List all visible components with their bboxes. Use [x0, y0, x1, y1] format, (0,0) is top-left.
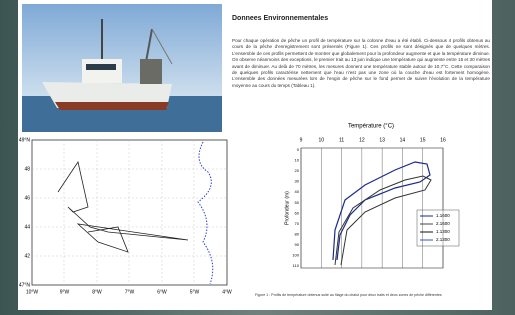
x-tick-label: 7°W: [125, 289, 135, 295]
y-tick-label: 100: [292, 253, 299, 258]
y-axis-label: Profondeur (m): [284, 191, 290, 225]
x-tick-label: 5°W: [190, 289, 200, 295]
y-tick-label: 49°N: [19, 137, 31, 143]
x-tick-label: 10°W: [26, 289, 39, 295]
y-tick-label: 70: [295, 221, 300, 226]
legend-label: 1.1300: [436, 229, 450, 234]
y-tick-label: 20: [295, 168, 300, 173]
y-tick-label: 46: [24, 195, 30, 201]
legend-label: 2.1300: [436, 237, 450, 242]
title: Donnees Environnementales: [232, 15, 328, 22]
y-tick-label: 44: [24, 224, 30, 230]
y-tick-label: 42: [24, 253, 30, 259]
slide: Donnees Environnementales Pour chaque op…: [0, 0, 515, 315]
y-tick-label: 90: [295, 242, 300, 247]
y-tick-label: 110: [293, 263, 300, 268]
y-tick-label: 50: [295, 200, 300, 205]
y-tick-label: 60: [295, 210, 300, 215]
x-tick-label: 14: [400, 137, 406, 143]
x-tick-label: 9°W: [60, 289, 70, 295]
y-tick-label: 0: [297, 147, 300, 152]
x-tick-label: 9: [300, 137, 303, 143]
y-tick-label: 10: [295, 158, 300, 163]
y-tick-label: 30: [295, 179, 300, 184]
caption: Figure 1 : Profils de température obtenu…: [255, 293, 490, 297]
y-tick-label: 48: [24, 166, 30, 172]
legend-label: 2.1600: [436, 221, 450, 226]
paragraph: Pour chaque opération de pêche un profil…: [232, 38, 490, 89]
x-tick-label: 11: [339, 137, 344, 143]
profile-title: Température (°C): [348, 124, 394, 130]
x-tick-label: 12: [359, 137, 365, 143]
x-tick-label: 16: [440, 137, 446, 143]
legend-label: 1.1600: [436, 213, 450, 218]
x-tick-label: 4°W: [222, 289, 232, 295]
x-tick-label: 13: [379, 137, 385, 143]
map: 49°N 48 46 44 42 47°N10°W 9°W 8°W 7°W 6°W 5°W 4°W: [18, 132, 233, 297]
y-tick-label: 80: [295, 231, 300, 236]
x-tick-label: 8°W: [92, 289, 102, 295]
boat-photo: [22, 4, 222, 132]
profile-chart: Température (°C) Profondeur (m) 9 10 11 12 1…: [255, 120, 490, 290]
x-tick-label: 6°W: [157, 289, 167, 295]
x-tick-label: 15: [420, 137, 426, 143]
y-tick-label: 40: [295, 189, 300, 194]
y-tick-label: 47°N: [19, 282, 31, 288]
x-tick-label: 10: [319, 137, 325, 143]
